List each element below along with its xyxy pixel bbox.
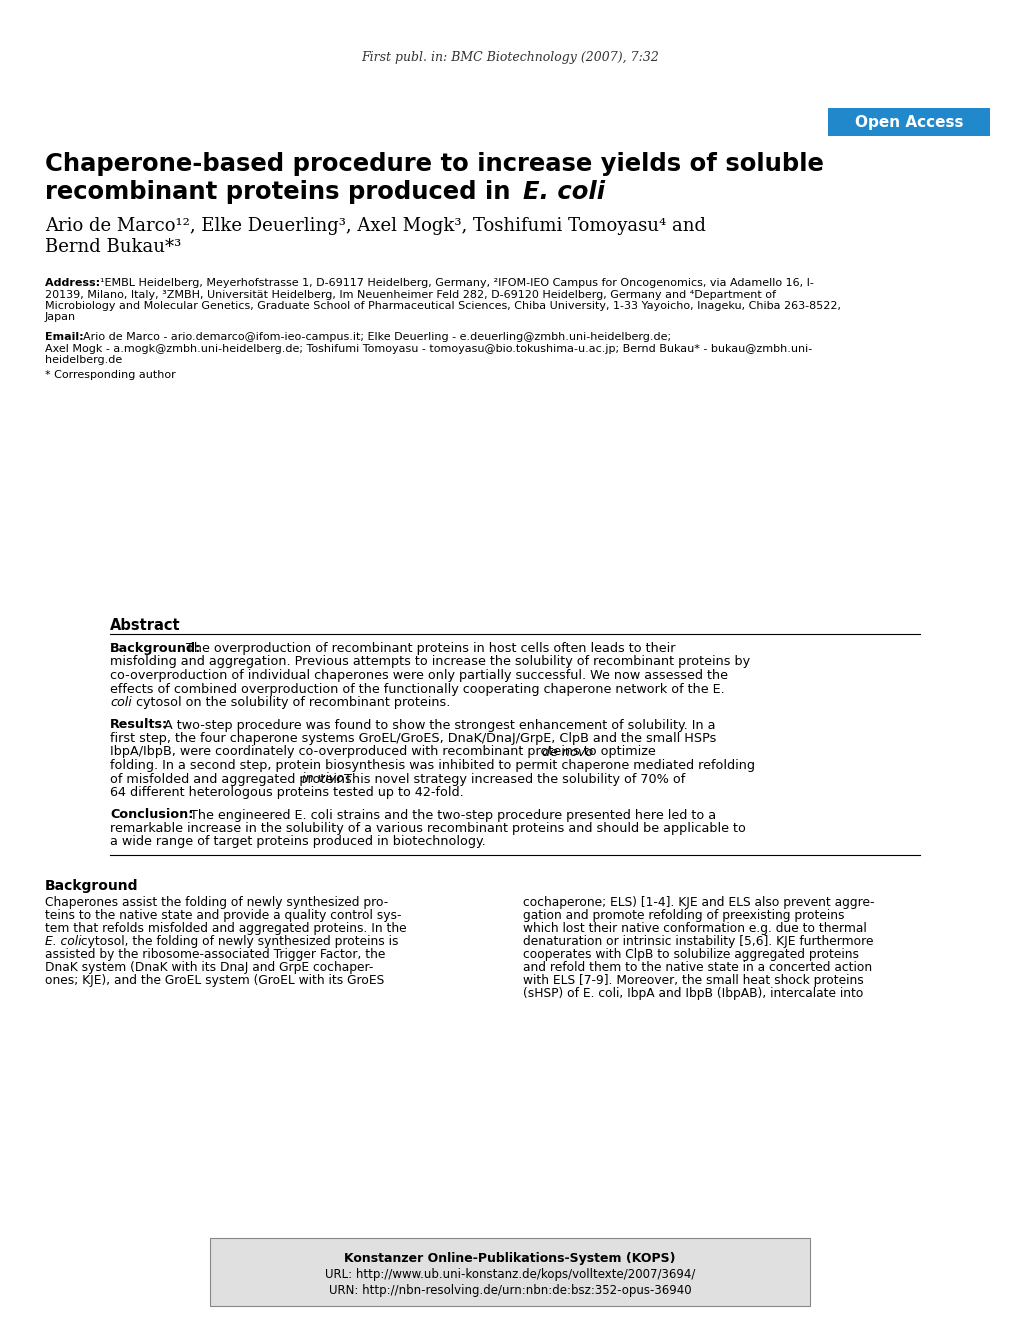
Text: Ario de Marco - ario.demarco@ifom-ieo-campus.it; Elke Deuerling - e.deuerling@zm: Ario de Marco - ario.demarco@ifom-ieo-ca… bbox=[83, 332, 671, 342]
Text: in vivo: in vivo bbox=[302, 772, 344, 785]
Text: Conclusion:: Conclusion: bbox=[110, 809, 194, 821]
Text: Japan: Japan bbox=[45, 312, 76, 323]
Text: heidelberg.de: heidelberg.de bbox=[45, 355, 122, 365]
Text: Bernd Bukau*³: Bernd Bukau*³ bbox=[45, 238, 181, 256]
Text: Background: Background bbox=[45, 879, 139, 892]
Text: . This novel strategy increased the solubility of 70% of: . This novel strategy increased the solu… bbox=[335, 772, 685, 785]
Text: E. coli: E. coli bbox=[523, 180, 604, 204]
Text: and refold them to the native state in a concerted action: and refold them to the native state in a… bbox=[523, 961, 871, 974]
Text: cochaperone; ELS) [1-4]. KJE and ELS also prevent aggre-: cochaperone; ELS) [1-4]. KJE and ELS als… bbox=[523, 896, 873, 910]
Text: misfolding and aggregation. Previous attempts to increase the solubility of reco: misfolding and aggregation. Previous att… bbox=[110, 655, 749, 669]
Text: Ario de Marco¹², Elke Deuerling³, Axel Mogk³, Toshifumi Tomoyasu⁴ and: Ario de Marco¹², Elke Deuerling³, Axel M… bbox=[45, 217, 705, 234]
Text: ¹EMBL Heidelberg, Meyerhofstrasse 1, D-69117 Heidelberg, Germany, ²IFOM-IEO Camp: ¹EMBL Heidelberg, Meyerhofstrasse 1, D-6… bbox=[100, 278, 813, 289]
Text: recombinant proteins produced in: recombinant proteins produced in bbox=[45, 180, 519, 204]
Text: cytosol on the solubility of recombinant proteins.: cytosol on the solubility of recombinant… bbox=[131, 696, 450, 708]
Text: Background:: Background: bbox=[110, 642, 201, 655]
Text: The overproduction of recombinant proteins in host cells often leads to their: The overproduction of recombinant protei… bbox=[181, 642, 675, 655]
Text: URN: http://nbn-resolving.de/urn:nbn:de:bsz:352-opus-36940: URN: http://nbn-resolving.de/urn:nbn:de:… bbox=[328, 1284, 691, 1298]
Text: Open Access: Open Access bbox=[854, 114, 962, 130]
Text: Konstanzer Online-Publikations-System (KOPS): Konstanzer Online-Publikations-System (K… bbox=[344, 1253, 676, 1264]
Text: folding. In a second step, protein biosynthesis was inhibited to permit chaperon: folding. In a second step, protein biosy… bbox=[110, 759, 754, 772]
Text: de novo: de novo bbox=[541, 745, 592, 759]
Text: remarkable increase in the solubility of a various recombinant proteins and shou: remarkable increase in the solubility of… bbox=[110, 822, 745, 835]
Text: IbpA/IbpB, were coordinately co-overproduced with recombinant proteins to optimi: IbpA/IbpB, were coordinately co-overprod… bbox=[110, 745, 659, 759]
Text: The engineered E. coli strains and the two-step procedure presented here led to : The engineered E. coli strains and the t… bbox=[185, 809, 715, 821]
Text: DnaK system (DnaK with its DnaJ and GrpE cochaper-: DnaK system (DnaK with its DnaJ and GrpE… bbox=[45, 961, 373, 974]
Text: Address:: Address: bbox=[45, 278, 104, 289]
Text: Chaperone-based procedure to increase yields of soluble: Chaperone-based procedure to increase yi… bbox=[45, 152, 823, 176]
Text: Chaperones assist the folding of newly synthesized pro-: Chaperones assist the folding of newly s… bbox=[45, 896, 388, 910]
Text: ones; KJE), and the GroEL system (GroEL with its GroES: ones; KJE), and the GroEL system (GroEL … bbox=[45, 974, 384, 986]
Text: Microbiology and Molecular Genetics, Graduate School of Pharmaceutical Sciences,: Microbiology and Molecular Genetics, Gra… bbox=[45, 301, 841, 311]
Text: URL: http://www.ub.uni-konstanz.de/kops/volltexte/2007/3694/: URL: http://www.ub.uni-konstanz.de/kops/… bbox=[324, 1268, 695, 1282]
Text: (sHSP) of E. coli, IbpA and IbpB (IbpAB), intercalate into: (sHSP) of E. coli, IbpA and IbpB (IbpAB)… bbox=[523, 986, 862, 1000]
Text: cooperates with ClpB to solubilize aggregated proteins: cooperates with ClpB to solubilize aggre… bbox=[523, 948, 858, 961]
Text: * Corresponding author: * Corresponding author bbox=[45, 371, 175, 380]
Text: first step, the four chaperone systems GroEL/GroES, DnaK/DnaJ/GrpE, ClpB and the: first step, the four chaperone systems G… bbox=[110, 732, 715, 745]
FancyBboxPatch shape bbox=[827, 109, 989, 136]
FancyBboxPatch shape bbox=[210, 1238, 809, 1305]
Text: assisted by the ribosome-associated Trigger Factor, the: assisted by the ribosome-associated Trig… bbox=[45, 948, 385, 961]
Text: E. coli: E. coli bbox=[45, 935, 82, 948]
Text: Email:: Email: bbox=[45, 332, 88, 342]
Text: tem that refolds misfolded and aggregated proteins. In the: tem that refolds misfolded and aggregate… bbox=[45, 922, 407, 935]
Text: 64 different heterologous proteins tested up to 42-fold.: 64 different heterologous proteins teste… bbox=[110, 786, 464, 798]
Text: of misfolded and aggregated proteins: of misfolded and aggregated proteins bbox=[110, 772, 356, 785]
Text: Abstract: Abstract bbox=[110, 618, 180, 633]
Text: A two-step procedure was found to show the strongest enhancement of solubility. : A two-step procedure was found to show t… bbox=[160, 719, 714, 731]
Text: teins to the native state and provide a quality control sys-: teins to the native state and provide a … bbox=[45, 910, 401, 922]
Text: Axel Mogk - a.mogk@zmbh.uni-heidelberg.de; Toshifumi Tomoyasu - tomoyasu@bio.tok: Axel Mogk - a.mogk@zmbh.uni-heidelberg.d… bbox=[45, 343, 811, 354]
Text: a wide range of target proteins produced in biotechnology.: a wide range of target proteins produced… bbox=[110, 835, 485, 849]
Text: which lost their native conformation e.g. due to thermal: which lost their native conformation e.g… bbox=[523, 922, 866, 935]
Text: with ELS [7-9]. Moreover, the small heat shock proteins: with ELS [7-9]. Moreover, the small heat… bbox=[523, 974, 863, 986]
Text: First publ. in: BMC Biotechnology (2007), 7:32: First publ. in: BMC Biotechnology (2007)… bbox=[361, 52, 658, 65]
Text: coli: coli bbox=[110, 696, 131, 708]
Text: Results:: Results: bbox=[110, 719, 168, 731]
Text: 20139, Milano, Italy, ³ZMBH, Universität Heidelberg, Im Neuenheimer Feld 282, D-: 20139, Milano, Italy, ³ZMBH, Universität… bbox=[45, 290, 775, 299]
Text: gation and promote refolding of preexisting proteins: gation and promote refolding of preexist… bbox=[523, 910, 844, 922]
Text: cytosol, the folding of newly synthesized proteins is: cytosol, the folding of newly synthesize… bbox=[77, 935, 398, 948]
Text: effects of combined overproduction of the functionally cooperating chaperone net: effects of combined overproduction of th… bbox=[110, 682, 725, 695]
Text: denaturation or intrinsic instability [5,6]. KJE furthermore: denaturation or intrinsic instability [5… bbox=[523, 935, 872, 948]
Text: co-overproduction of individual chaperones were only partially successful. We no: co-overproduction of individual chaperon… bbox=[110, 669, 728, 682]
